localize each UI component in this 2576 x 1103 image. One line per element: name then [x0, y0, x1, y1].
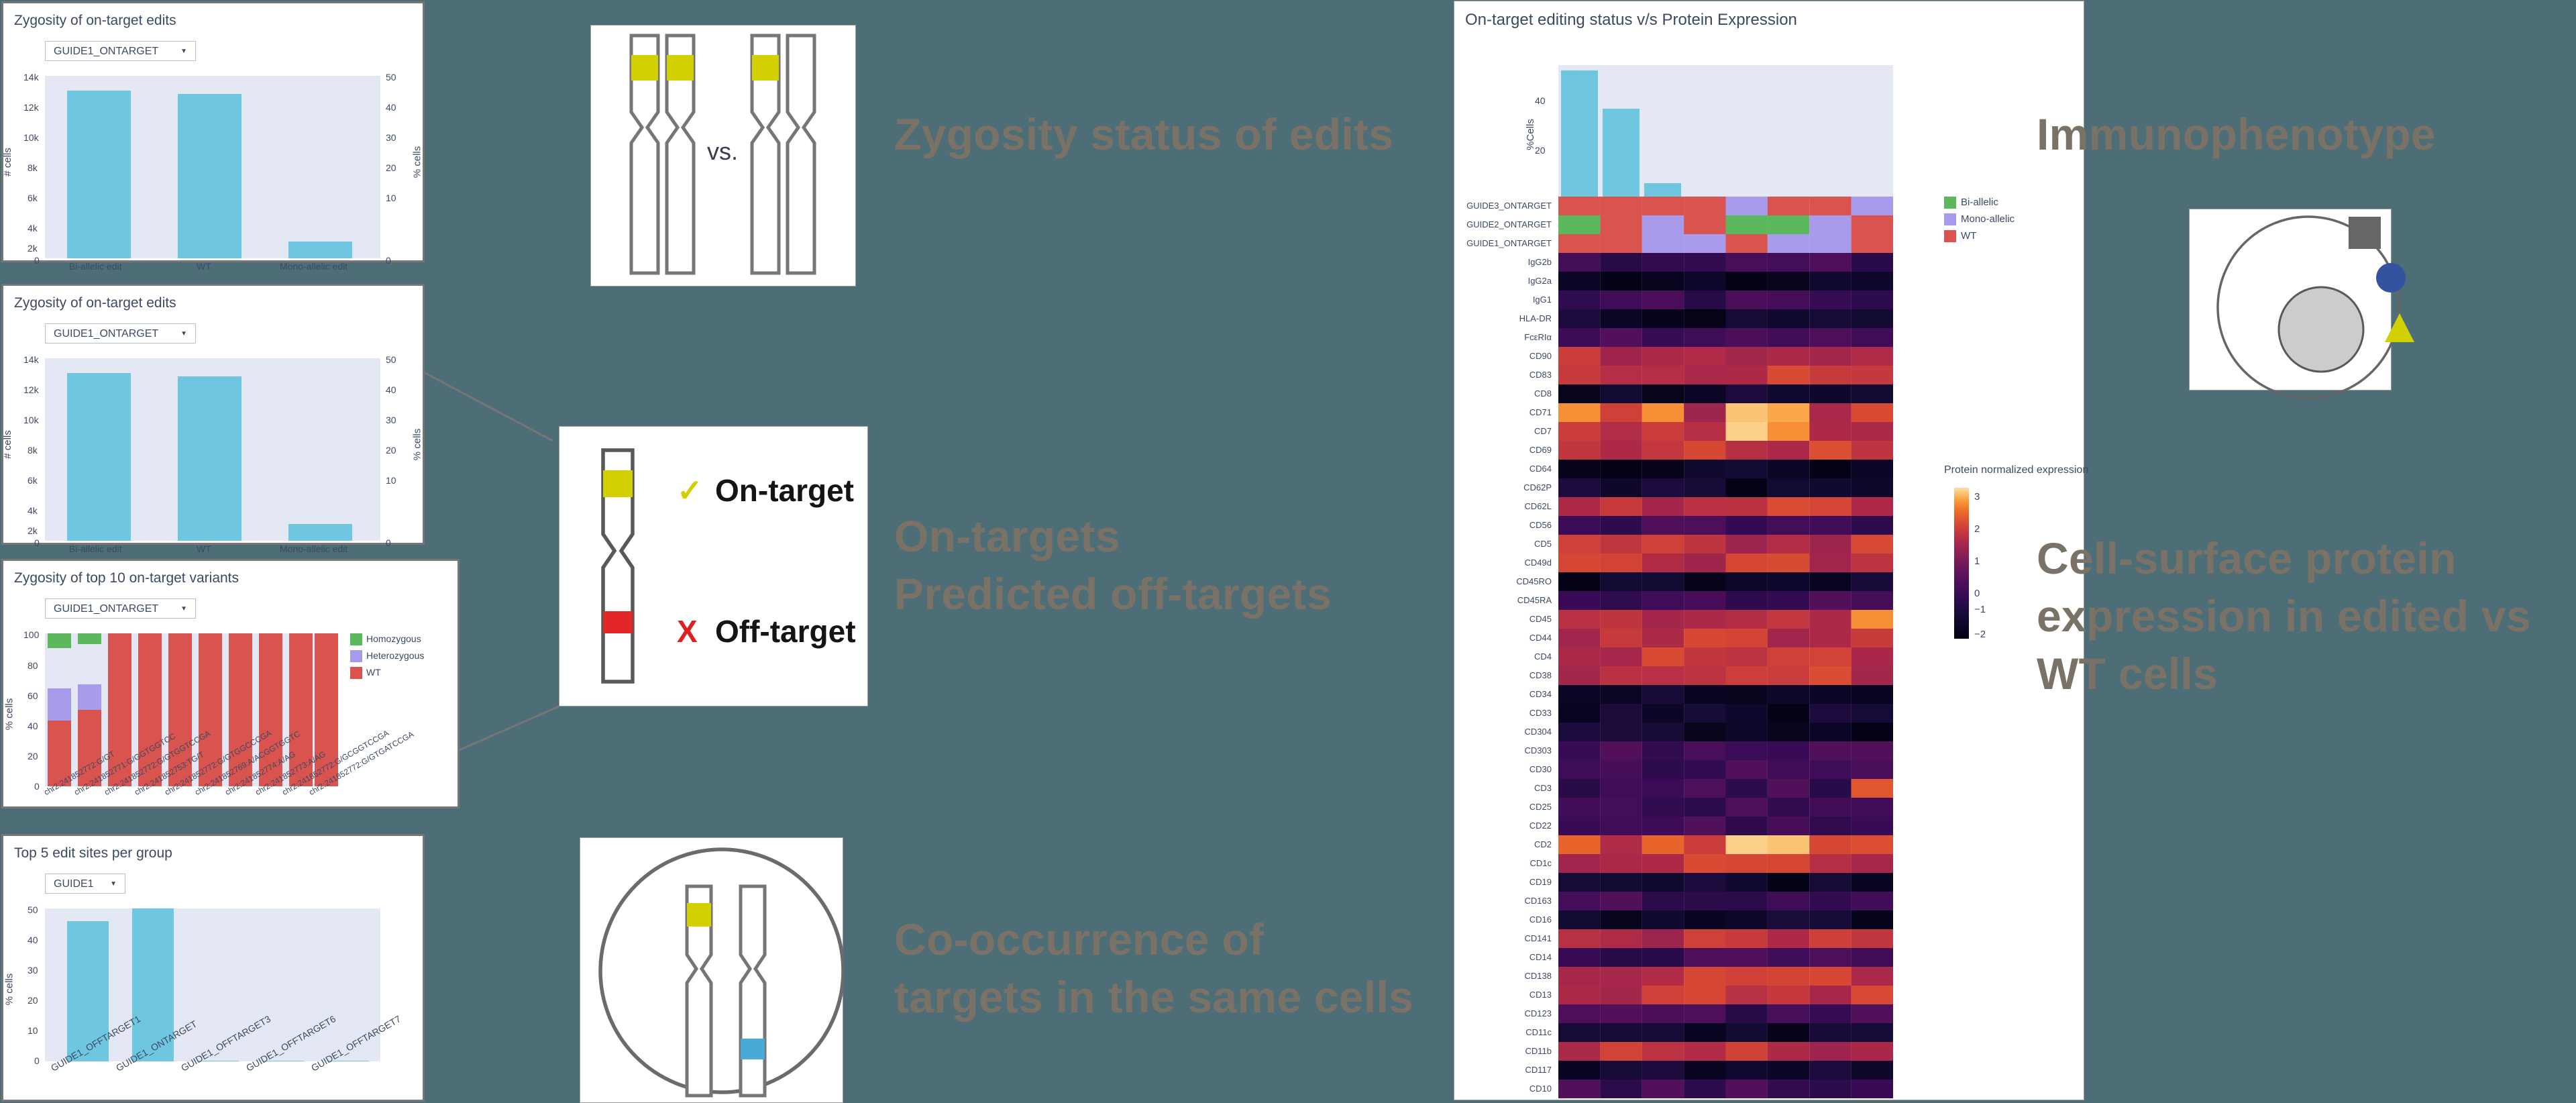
svg-text:vs.: vs.: [707, 138, 738, 165]
